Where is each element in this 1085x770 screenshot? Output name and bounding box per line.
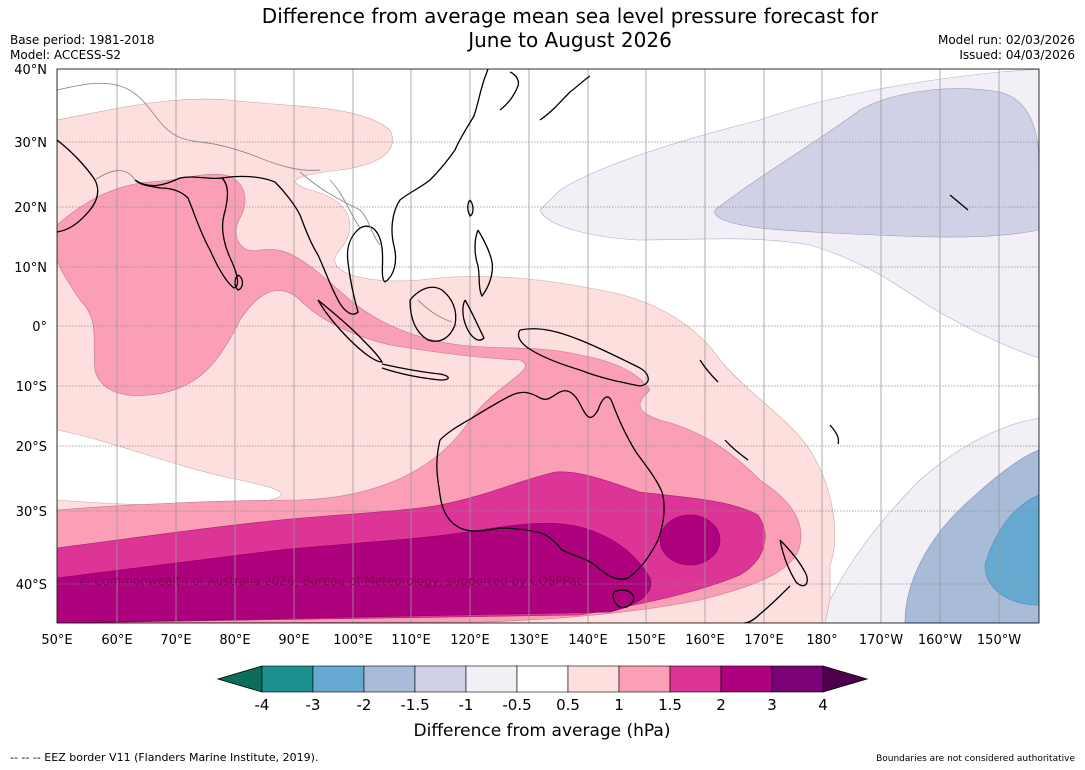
colorbar-swatch [720, 665, 773, 693]
colorbar-swatch [414, 665, 467, 693]
lat-label-40s: 40°S [16, 578, 47, 593]
issued-text: Issued: 04/03/2026 [959, 48, 1075, 62]
colorbar-swatch [363, 665, 416, 693]
colorbar-high-extension [822, 665, 869, 693]
lat-label-20n: 20°N [14, 201, 47, 216]
lon-label-140e: 140°E [568, 633, 608, 648]
lon-label-100e: 100°E [333, 633, 373, 648]
colorbar-swatch [771, 665, 824, 693]
country-borders [57, 82, 453, 323]
coast-philippines [474, 229, 494, 298]
lat-label-30n: 30°N [14, 136, 47, 151]
lon-label-150w: 150°W [977, 633, 1021, 648]
colorbar-tick-label: 1.5 [658, 696, 682, 714]
lat-label-20s: 20°S [16, 440, 47, 455]
colorbar-tick-label: 4 [818, 696, 828, 714]
latitude-labels: 40°N 30°N 20°N 10°N 0° 10°S 20°S 30°S 40… [14, 63, 47, 593]
title-line-2: June to August 2026 [468, 28, 672, 52]
colorbar-tick-label: -1 [459, 696, 474, 714]
colorbar-swatch [516, 665, 569, 693]
lat-label-10n: 10°N [14, 261, 47, 276]
map-title: Difference from average mean sea level p… [160, 4, 980, 52]
lon-label-120e: 120°E [450, 633, 490, 648]
colorbar-title: Difference from average (hPa) [414, 721, 671, 741]
colorbar-swatches [261, 665, 824, 693]
coastlines [57, 69, 969, 623]
meridians [57, 69, 1000, 623]
coast-india [134, 176, 239, 289]
lat-label-0: 0° [32, 320, 47, 335]
lon-label-150e: 150°E [626, 633, 666, 648]
colorbar: -4 -3 -2 -1.5 -1 -0.5 0.5 1 1.5 2 3 4 Difference fr… [216, 665, 869, 741]
coast-new-guinea [517, 328, 649, 387]
field-2-3 [57, 522, 652, 623]
colorbar-tick-label: -1.5 [400, 696, 429, 714]
coast-new-zealand [779, 539, 808, 587]
coast-sumatra [317, 299, 384, 363]
field-neutral-io [57, 429, 282, 506]
colorbar-tick-label: 0.5 [556, 696, 580, 714]
map-frame [56, 68, 1040, 624]
disclaimer: Boundaries are not considered authoritat… [876, 754, 1075, 764]
lon-label-180: 180° [806, 633, 837, 648]
lon-label-70e: 70°E [160, 633, 191, 648]
coast-australia [436, 390, 665, 580]
field-minus-2-sp [984, 494, 1039, 606]
coast-java [381, 363, 449, 381]
model-text: Model: ACCESS-S2 [10, 48, 122, 62]
colorbar-tick-label: 2 [716, 696, 726, 714]
copyright-text: © Commonwealth of Australia 2026, Bureau… [78, 574, 583, 588]
colorbar-tick-label: -2 [357, 696, 372, 714]
colorbar-tick-label: -3 [306, 696, 321, 714]
lon-label-80e: 80°E [219, 633, 250, 648]
coast-borneo [409, 286, 457, 342]
lon-label-170e: 170°E [744, 633, 784, 648]
lat-label-40n: 40°N [14, 63, 47, 78]
colorbar-tick-label: 1 [614, 696, 624, 714]
colorbar-swatch [465, 665, 518, 693]
colorbar-swatch [567, 665, 620, 693]
lat-label-10s: 10°S [16, 380, 47, 395]
lon-label-170w: 170°W [859, 633, 903, 648]
colorbar-swatch [312, 665, 365, 693]
coast-se-asia [221, 69, 489, 315]
longitude-labels: 50°E 60°E 70°E 80°E 90°E 100°E 110°E 120… [41, 633, 1021, 648]
title-line-1: Difference from average mean sea level p… [261, 4, 879, 28]
lon-label-160w: 160°W [918, 633, 962, 648]
colorbar-tick-label: -4 [255, 696, 270, 714]
lon-label-130e: 130°E [509, 633, 549, 648]
eez-note: -- -- -- EEZ border V11 (Flanders Marine… [10, 751, 319, 764]
lon-label-90e: 90°E [278, 633, 309, 648]
colorbar-tick-label: -0.5 [502, 696, 531, 714]
colorbar-tick-labels: -4 -3 -2 -1.5 -1 -0.5 0.5 1 1.5 2 3 4 [255, 696, 828, 714]
coast-japan [539, 75, 591, 121]
lon-label-110e: 110°E [391, 633, 431, 648]
meta-right: Model run: 02/03/2026 Issued: 04/03/2026 [938, 33, 1075, 63]
colorbar-tick-label: 3 [767, 696, 777, 714]
colorbar-low-extension [216, 665, 263, 693]
field-tasman-high [659, 514, 721, 566]
lon-label-60e: 60°E [101, 633, 132, 648]
colorbar-swatch [669, 665, 722, 693]
base-period-text: Base period: 1981-2018 [10, 33, 155, 47]
lon-label-50e: 50°E [41, 633, 72, 648]
model-run-text: Model run: 02/03/2026 [937, 33, 1075, 47]
coast-sulawesi [462, 299, 485, 341]
lat-label-30s: 30°S [16, 505, 47, 520]
colorbar-swatch [261, 665, 314, 693]
lon-label-160e: 160°E [685, 633, 725, 648]
colorbar-swatch [618, 665, 671, 693]
coast-tasmania [612, 589, 635, 609]
meta-left: Base period: 1981-2018 Model: ACCESS-S2 [10, 33, 155, 63]
